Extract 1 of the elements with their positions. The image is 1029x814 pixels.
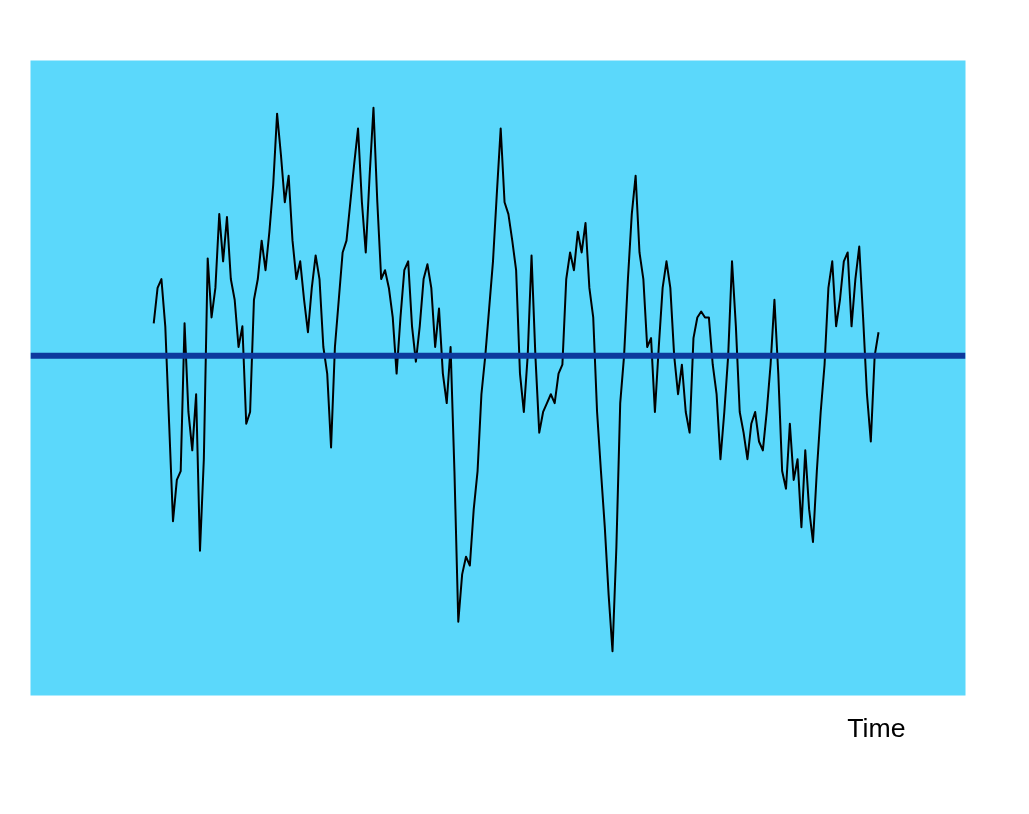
x-axis-title: Time [847,712,906,743]
